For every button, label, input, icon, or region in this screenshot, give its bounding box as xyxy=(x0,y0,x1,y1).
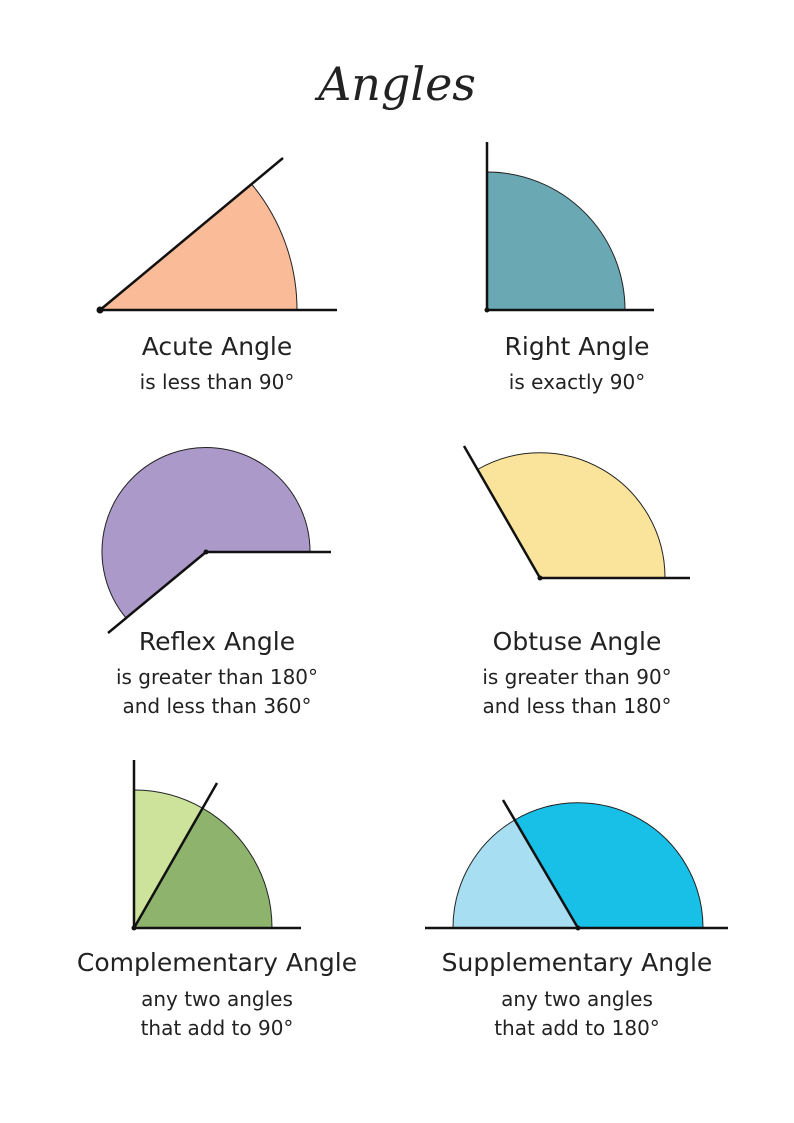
angle-description: any two angles xyxy=(501,987,653,1011)
angle-description: is greater than 90° xyxy=(482,665,671,689)
acute-diagram xyxy=(96,157,337,314)
complementary-diagram xyxy=(131,760,301,931)
right-diagram xyxy=(484,142,654,313)
angle-name: Obtuse Angle xyxy=(493,627,662,656)
supplementary-diagram xyxy=(425,799,728,931)
angle-description: any two angles xyxy=(141,987,293,1011)
angle-description: and less than 360° xyxy=(122,694,311,718)
reflex-diagram xyxy=(101,447,331,634)
title: Angles xyxy=(314,57,476,111)
angle-description: is exactly 90° xyxy=(509,370,645,394)
angle-description: that add to 90° xyxy=(141,1016,294,1040)
angle-description: and less than 180° xyxy=(482,694,671,718)
angle-name: Complementary Angle xyxy=(77,948,357,977)
angle-description: is less than 90° xyxy=(140,370,295,394)
angle-name: Right Angle xyxy=(505,332,650,361)
angle-name: Acute Angle xyxy=(142,332,293,361)
angle-name: Supplementary Angle xyxy=(442,948,713,977)
obtuse-diagram xyxy=(462,445,690,581)
angle-description: is greater than 180° xyxy=(116,665,318,689)
angle-name: Reflex Angle xyxy=(139,627,295,656)
angle-description: that add to 180° xyxy=(494,1016,660,1040)
